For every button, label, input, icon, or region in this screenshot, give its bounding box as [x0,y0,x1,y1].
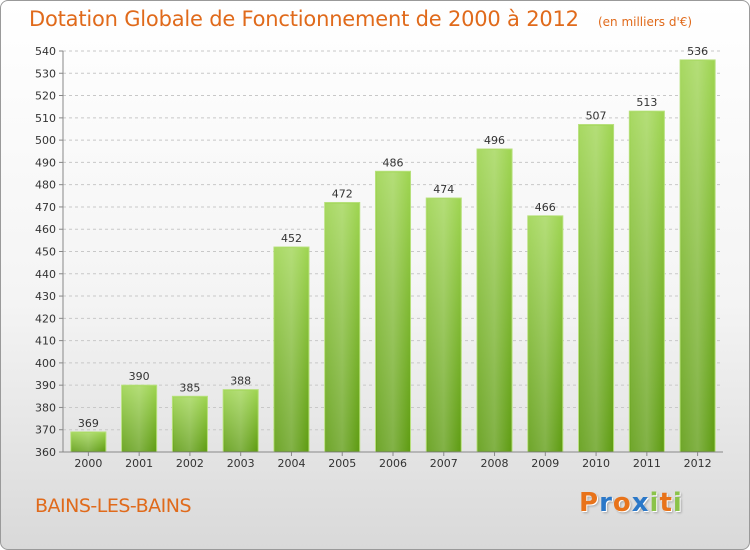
chart-title: Dotation Globale de Fonctionnement de 20… [29,7,579,31]
y-tick-label: 370 [35,424,56,437]
logo-letter: r [599,488,613,518]
bar-highlight [173,397,207,451]
bar-value-label: 390 [129,370,150,383]
y-tick-label: 360 [35,446,56,459]
bar-highlight [71,432,105,451]
y-tick-label: 420 [35,312,56,325]
y-tick-label: 500 [35,134,56,147]
bar-highlight [579,125,613,452]
y-tick-label: 530 [35,67,56,80]
logo-letter: P [579,488,600,518]
y-tick-label: 540 [35,45,56,58]
town-name: BAINS-LES-BAINS [35,495,192,517]
bar-value-label: 513 [636,96,657,109]
bar-value-label: 466 [535,201,556,214]
bar-value-label: 496 [484,134,505,147]
y-tick-label: 450 [35,246,56,259]
bar-value-label: 385 [179,381,200,394]
bar-highlight [528,216,562,451]
y-tick-label: 400 [35,357,56,370]
y-tick-label: 510 [35,112,56,125]
x-tick-label: 2011 [633,457,661,470]
x-tick-label: 2003 [227,457,255,470]
x-tick-label: 2001 [125,457,153,470]
logo-letter: x [631,488,650,518]
bar-highlight [274,248,308,451]
chart-subtitle: (en milliers d'€) [597,15,693,29]
x-tick-label: 2012 [684,457,712,470]
bar-highlight [681,60,715,452]
bar-value-label: 507 [586,110,607,123]
bar-value-label: 452 [281,232,302,245]
axis-layer: 360 370 380 390 400 410 420 430 440 450 460 470 480 4… [35,45,723,470]
bar-highlight [376,172,410,452]
y-tick-label: 430 [35,290,56,303]
x-tick-label: 2008 [481,457,509,470]
logo-letter: o [612,488,632,518]
x-tick-label: 2010 [582,457,610,470]
bar-value-label: 486 [383,156,404,169]
proxiti-logo[interactable]: Proxiti [579,488,683,518]
y-tick-label: 490 [35,156,56,169]
y-tick-label: 460 [35,223,56,236]
y-tick-label: 470 [35,201,56,214]
bar-value-label: 536 [687,45,708,58]
y-tick-label: 410 [35,335,56,348]
x-tick-label: 2002 [176,457,204,470]
y-tick-label: 380 [35,401,56,414]
x-tick-label: 2009 [531,457,559,470]
bar-highlight [122,386,156,451]
bar-value-label: 369 [78,417,99,430]
logo-letter: i [672,488,683,518]
bar-highlight [325,203,359,451]
bar-value-label: 472 [332,187,353,200]
logo-letter: i [649,488,660,518]
bar-value-label: 474 [433,183,454,196]
x-tick-label: 2007 [430,457,458,470]
y-tick-label: 480 [35,179,56,192]
logo-letter: t [659,488,673,518]
x-tick-label: 2006 [379,457,407,470]
bar-highlight [478,150,512,451]
bar-highlight [427,199,461,451]
bar-highlight [630,112,664,452]
y-tick-label: 440 [35,268,56,281]
x-tick-label: 2005 [328,457,356,470]
bar-highlight [224,390,258,451]
x-tick-label: 2004 [277,457,305,470]
x-tick-label: 2000 [74,457,102,470]
title-row: Dotation Globale de Fonctionnement de 20… [29,7,692,31]
bars-layer [70,59,716,453]
y-tick-label: 390 [35,379,56,392]
y-tick-label: 520 [35,90,56,103]
bar-value-label: 388 [230,375,251,388]
